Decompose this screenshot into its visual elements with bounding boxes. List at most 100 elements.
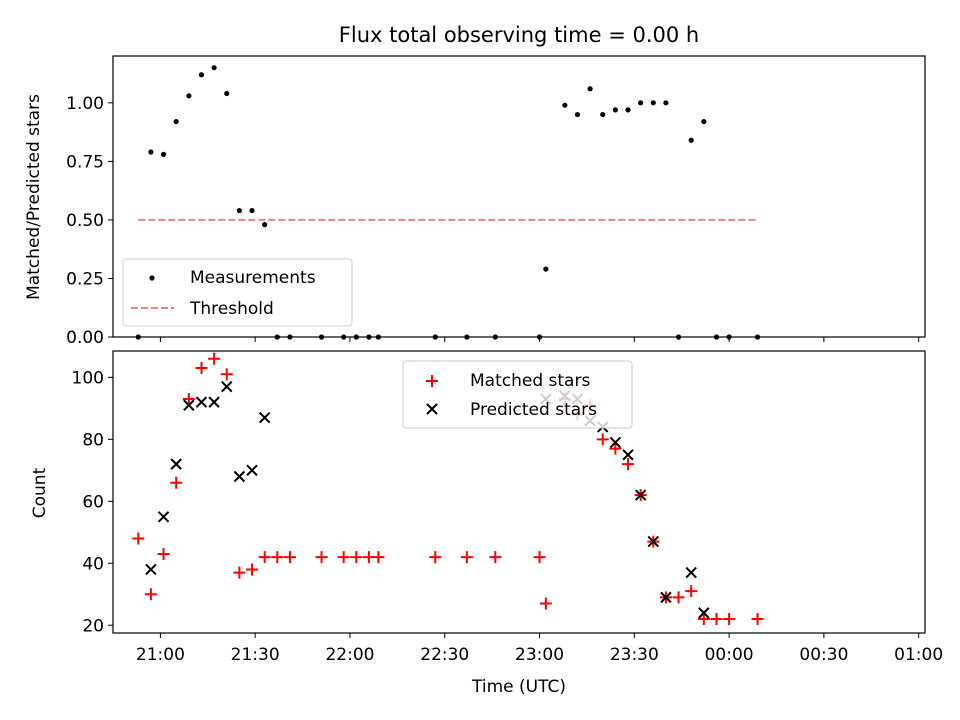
measurements-point xyxy=(663,100,669,106)
predicted-stars-point xyxy=(685,566,697,579)
matched-stars-point xyxy=(350,551,363,564)
bottom-legend: Matched stars Predicted stars xyxy=(402,360,633,429)
measurements-point xyxy=(249,207,255,214)
matched-stars-point xyxy=(710,613,723,626)
measurements-point xyxy=(612,107,618,113)
predicted-stars-point xyxy=(609,436,622,449)
matched-stars-point xyxy=(489,551,502,564)
figure-title: Flux total observing time = 0.00 h xyxy=(339,23,699,47)
measurements-point xyxy=(148,149,154,155)
top-legend: Measurements Threshold xyxy=(122,258,353,327)
matched-stars-point xyxy=(429,551,442,564)
x-tick-label: 21:00 xyxy=(136,645,185,665)
x-tick-label: 01:00 xyxy=(894,645,943,665)
x-axis-label: Time (UTC) xyxy=(471,677,566,697)
measurements-point xyxy=(543,266,549,272)
legend-marker-predicted-stars xyxy=(426,403,438,415)
bottom-y-tick-label: 100 xyxy=(72,368,104,388)
x-tick-label: 23:00 xyxy=(515,645,564,665)
matched-stars-point xyxy=(132,532,145,545)
matched-stars-point xyxy=(622,458,635,471)
measurements-point xyxy=(160,151,167,157)
matched-stars-point xyxy=(233,566,246,579)
measurements-point xyxy=(688,137,694,143)
measurements-point xyxy=(211,65,217,71)
measurements-point xyxy=(650,100,656,106)
top-y-tick-label: 0.00 xyxy=(66,328,104,348)
bottom-axes-frame xyxy=(112,350,926,634)
top-y-tick-label: 0.25 xyxy=(66,269,104,289)
matched-stars-point xyxy=(258,551,271,564)
top-legend-box xyxy=(122,258,353,327)
predicted-stars-point xyxy=(622,449,634,461)
legend-label-predicted-stars: Predicted stars xyxy=(470,400,597,420)
measurements-point xyxy=(574,111,581,118)
matched-stars-point xyxy=(685,585,698,598)
matched-stars-point xyxy=(337,551,350,564)
bottom-axes: 20 40 60 80 100 21:00 21:30 22:00 22:30 23:00 23:3… xyxy=(72,350,943,665)
bottom-y-tick-label: 40 xyxy=(82,554,104,574)
top-y-tick-label: 0.75 xyxy=(66,152,104,172)
measurements-point xyxy=(625,107,631,113)
matched-stars-point xyxy=(195,362,208,375)
matched-stars-point xyxy=(672,591,685,604)
x-tick-label: 21:30 xyxy=(231,645,280,665)
x-tick-label: 00:30 xyxy=(799,645,848,665)
measurements-point xyxy=(638,100,644,106)
predicted-stars-point xyxy=(208,396,220,408)
measurements-point xyxy=(236,207,242,214)
predicted-stars-point xyxy=(157,511,170,523)
measurements-point xyxy=(701,118,707,125)
measurements-point xyxy=(587,86,593,92)
matched-stars-point xyxy=(271,551,284,564)
measurements-point xyxy=(600,111,606,118)
matched-stars-point xyxy=(609,442,622,455)
legend-marker-matched-stars xyxy=(426,375,438,387)
legend-label-threshold: Threshold xyxy=(189,299,274,319)
predicted-stars-point xyxy=(660,591,672,604)
legend-marker-measurements xyxy=(149,275,155,281)
matched-stars-point xyxy=(220,368,233,381)
matched-stars-point xyxy=(751,613,764,626)
predicted-stars-point xyxy=(221,380,233,393)
matched-stars-point xyxy=(208,352,221,365)
matched-stars-point xyxy=(315,551,328,564)
bottom-y-axis-label: Count xyxy=(30,467,50,518)
bottom-y-tick-label: 60 xyxy=(82,492,104,512)
matched-stars-point xyxy=(283,551,296,564)
matched-stars-point xyxy=(723,613,736,626)
bottom-y-tick-label: 80 xyxy=(82,430,104,450)
top-y-axis-label: Matched/Predicted stars xyxy=(24,94,44,300)
matched-stars-point xyxy=(533,551,546,564)
measurements-point xyxy=(262,222,268,228)
legend-label-measurements: Measurements xyxy=(190,268,316,288)
matched-stars-point xyxy=(596,433,609,446)
predicted-stars-point xyxy=(698,607,710,619)
top-axes-frame xyxy=(112,55,926,338)
matched-stars-point xyxy=(157,547,170,560)
predicted-stars-point xyxy=(258,411,271,424)
matched-stars-point xyxy=(182,393,195,406)
matched-stars-point xyxy=(372,551,385,564)
top-axes: 0.00 0.25 0.50 0.75 1.00 xyxy=(66,55,926,348)
predicted-stars-point xyxy=(647,535,659,548)
matched-stars-point xyxy=(246,563,259,576)
x-tick-label: 00:00 xyxy=(705,645,754,665)
top-y-tick-label: 1.00 xyxy=(66,94,104,114)
predicted-stars-point xyxy=(183,399,195,411)
top-y-tick-label: 0.50 xyxy=(66,211,104,231)
measurements-point xyxy=(198,72,205,78)
predicted-stars-point xyxy=(634,489,647,501)
measurements-point xyxy=(186,93,192,99)
matched-stars-point xyxy=(697,613,710,626)
matched-stars-point xyxy=(539,597,552,610)
x-tick-label: 22:30 xyxy=(420,645,469,665)
predicted-stars-point xyxy=(170,458,182,470)
measurements-point xyxy=(173,118,179,125)
legend-label-matched-stars: Matched stars xyxy=(470,371,590,391)
matched-stars-point xyxy=(170,476,183,489)
predicted-stars-point xyxy=(195,396,208,408)
predicted-stars-point xyxy=(233,470,246,483)
